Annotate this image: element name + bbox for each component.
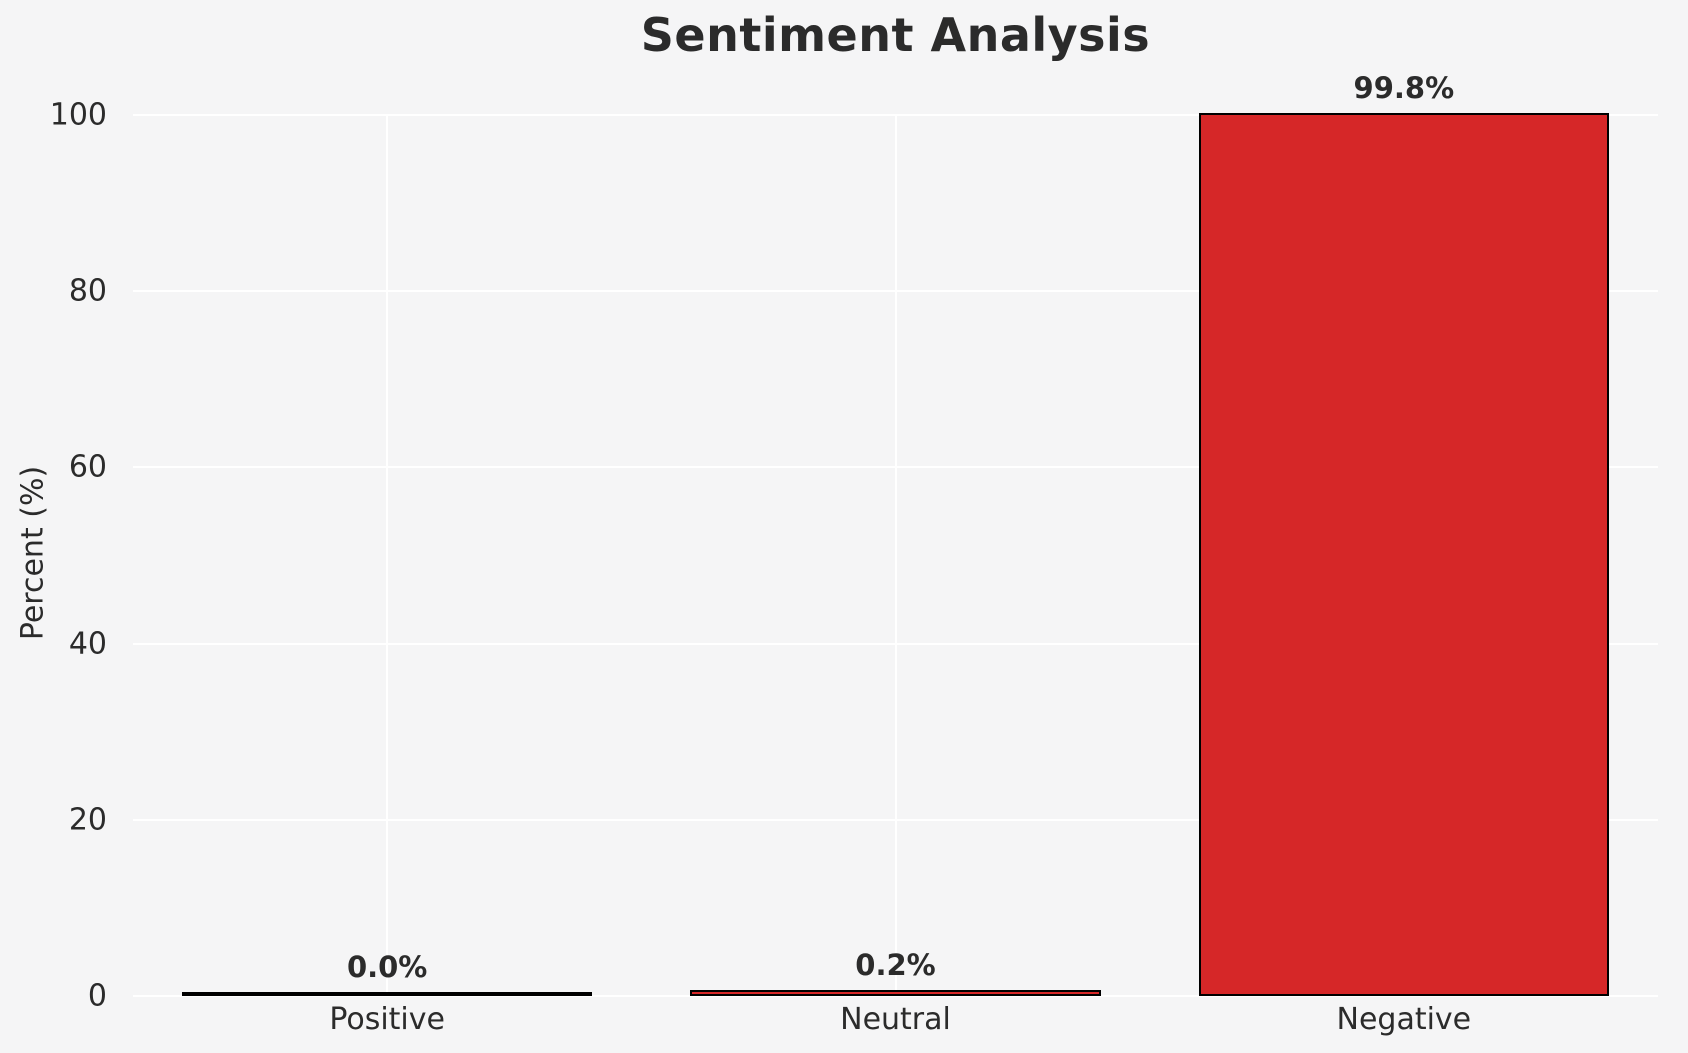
y-tick-label: 20 — [68, 802, 107, 838]
y-tick-label: 0 — [87, 978, 107, 1014]
y-tick-label: 40 — [68, 626, 107, 662]
gridline-vertical — [386, 115, 389, 996]
bar-negative — [1198, 112, 1610, 996]
bar-value-label: 0.0% — [346, 950, 428, 984]
plot-area: 0.0% 0.2% 99.8% — [133, 71, 1658, 997]
y-tick-label: 60 — [68, 449, 107, 485]
x-tick-label: Neutral — [840, 1002, 951, 1037]
y-axis-title: Percent (%) — [15, 465, 51, 641]
y-tick-label: 100 — [49, 97, 107, 133]
chart-title: Sentiment Analysis — [640, 8, 1151, 62]
bar-value-label: 0.2% — [855, 948, 936, 983]
y-tick-label: 80 — [68, 273, 107, 309]
bar-neutral — [690, 990, 1101, 996]
x-tick-label: Positive — [329, 1002, 445, 1037]
gridline-horizontal — [133, 995, 1658, 997]
x-tick-label: Negative — [1336, 1002, 1472, 1037]
y-axis-ticks: 0 20 40 60 80 100 — [0, 0, 107, 1053]
bar-positive — [181, 992, 593, 996]
x-axis-ticks: Positive Neutral Negative — [133, 1002, 1658, 1042]
bar-value-label: 99.8% — [1353, 70, 1455, 105]
gridline-vertical — [894, 115, 897, 996]
